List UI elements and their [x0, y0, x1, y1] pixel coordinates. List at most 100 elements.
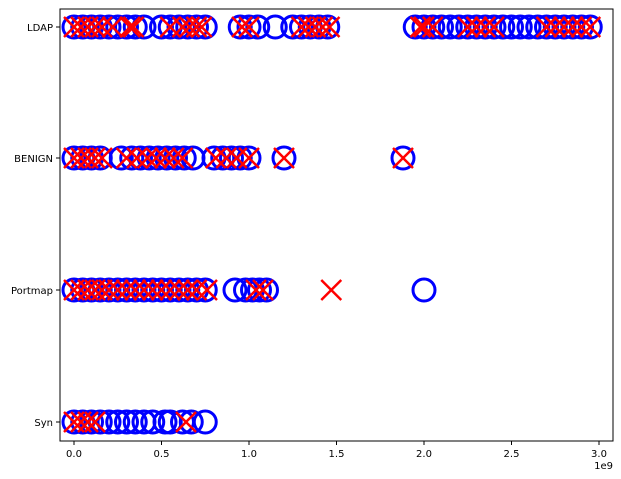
data-point-circle: [178, 409, 204, 435]
x-marker-stroke: [77, 411, 99, 433]
data-point-circle: [114, 409, 139, 435]
data-point-circle: [247, 277, 272, 303]
y-axis: Syn Portmap BENIGN LDAP: [11, 23, 60, 429]
data-point-circle: [390, 145, 416, 171]
data-point-circle: [175, 277, 201, 303]
data-point-x: [474, 16, 497, 38]
x-marker-stroke: [273, 147, 295, 169]
data-point-circle: [157, 277, 183, 303]
data-point-circle: [166, 277, 192, 303]
data-point-circle: [105, 277, 131, 303]
data-point-circle: [481, 14, 507, 40]
data-point-circle: [96, 409, 122, 435]
data-point-x: [115, 279, 138, 301]
x-marker-stroke: [126, 147, 148, 169]
x-marker-stroke: [115, 279, 138, 301]
x-marker-stroke: [162, 147, 185, 169]
data-point-x: [320, 279, 343, 301]
y-tick-label: LDAP: [27, 23, 53, 34]
data-point-circle: [128, 145, 153, 171]
x-marker-stroke: [106, 279, 129, 301]
x-marker-stroke: [124, 279, 147, 301]
data-point-x: [84, 16, 106, 38]
y-tick-label: Portmap: [11, 286, 53, 297]
data-point-x: [570, 16, 593, 38]
data-point-x: [238, 147, 260, 169]
data-point-x: [145, 147, 168, 169]
data-point-circle: [411, 14, 437, 40]
data-point-x: [535, 16, 558, 38]
x-marker-stroke: [421, 16, 444, 38]
x-axis: 0.0 0.5 1.0 1.5 2.0 2.5 3.0: [66, 441, 607, 460]
x-tick-label: 0.0: [66, 449, 82, 460]
data-point-x: [77, 411, 99, 433]
x-marker-stroke: [168, 279, 190, 301]
data-point-circle: [577, 14, 603, 40]
x-marker-stroke: [98, 279, 120, 301]
data-point-circle: [61, 14, 87, 40]
data-point-circle: [119, 145, 145, 171]
data-point-x: [204, 147, 227, 169]
data-point-x: [141, 279, 164, 301]
x-marker-stroke: [141, 279, 164, 301]
x-marker-stroke: [185, 16, 208, 38]
data-point-circle: [184, 14, 209, 40]
data-point-circle: [175, 14, 201, 40]
x-marker-stroke: [535, 16, 558, 38]
data-point-circle: [61, 277, 87, 303]
plot-frame: [59, 8, 614, 442]
data-point-x: [185, 16, 208, 38]
data-point-circle: [289, 14, 314, 40]
x-marker-stroke: [311, 16, 334, 38]
data-point-circle: [61, 145, 87, 171]
data-point-x: [465, 16, 488, 38]
data-point-x: [168, 279, 190, 301]
chart-marks: [61, 14, 603, 435]
x-tick-label: 2.5: [504, 449, 520, 460]
data-point-circle: [472, 14, 498, 40]
x-marker-stroke: [474, 16, 497, 38]
data-point-circle: [140, 409, 166, 435]
data-point-circle: [210, 145, 236, 171]
data-point-circle: [245, 14, 271, 40]
data-point-x: [126, 147, 148, 169]
x-marker-stroke: [245, 279, 267, 301]
data-point-x: [318, 16, 341, 38]
data-point-circle: [227, 145, 253, 171]
x-marker-stroke: [84, 411, 106, 433]
data-point-circle: [192, 277, 218, 303]
data-point-x: [175, 411, 197, 433]
data-point-x: [544, 16, 567, 38]
x-marker-stroke: [238, 16, 260, 38]
data-point-circle: [192, 409, 218, 435]
data-point-x: [133, 279, 155, 301]
data-point-x: [579, 16, 602, 38]
data-point-x: [162, 147, 185, 169]
data-point-x: [561, 16, 584, 38]
x-marker-stroke: [154, 147, 176, 169]
data-point-circle: [236, 14, 262, 40]
data-point-x: [190, 16, 213, 38]
data-point-x: [421, 16, 444, 38]
x-marker-stroke: [252, 279, 274, 301]
data-point-x: [91, 279, 113, 301]
data-point-circle: [192, 14, 218, 40]
data-point-circle: [114, 14, 139, 40]
data-point-circle: [149, 277, 174, 303]
data-point-circle: [140, 277, 166, 303]
data-point-circle: [411, 277, 437, 303]
x-marker-stroke: [101, 16, 124, 38]
data-point-circle: [455, 14, 481, 40]
data-point-circle: [525, 14, 551, 40]
data-point-circle: [516, 14, 542, 40]
x-marker-stroke: [115, 147, 138, 169]
data-point-circle: [271, 145, 297, 171]
data-point-x: [106, 279, 129, 301]
data-point-x: [185, 279, 208, 301]
data-point-x: [98, 279, 120, 301]
data-point-circle: [507, 14, 533, 40]
data-point-circle: [560, 14, 586, 40]
x-marker-stroke: [553, 16, 575, 38]
data-point-circle: [542, 14, 568, 40]
data-point-x: [171, 147, 194, 169]
